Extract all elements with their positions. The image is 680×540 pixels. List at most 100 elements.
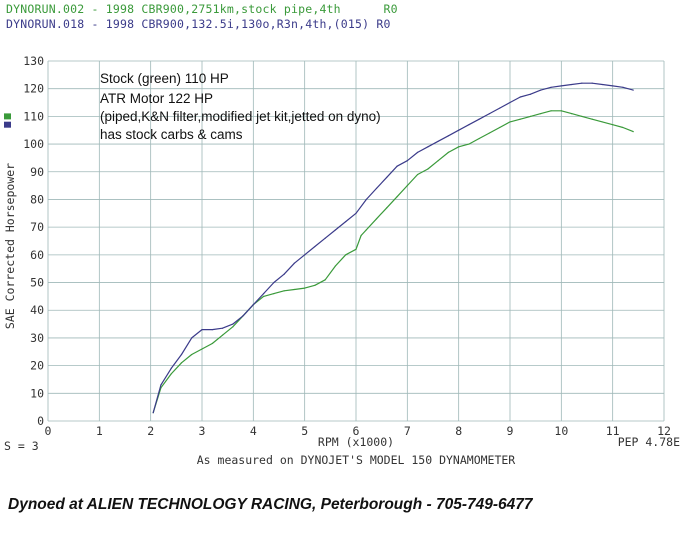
series-0-point-5 (201, 348, 203, 350)
series-0-point-2 (170, 373, 172, 375)
series-1-point-20 (355, 212, 357, 214)
series-1-point-39 (550, 86, 552, 88)
series-0-point-40 (550, 110, 552, 112)
y-tick-label-5: 50 (30, 276, 44, 290)
series-0-point-26 (406, 185, 408, 187)
series-0-point-44 (591, 118, 593, 120)
chart-series (152, 82, 634, 414)
series-1-point-5 (201, 329, 203, 331)
series-1-point-9 (242, 315, 244, 317)
series-0-point-24 (386, 207, 388, 209)
footer-credit: Dynoed at ALIEN TECHNOLOGY RACING, Peter… (8, 496, 533, 513)
series-1-point-38 (540, 89, 542, 91)
series-0-point-43 (581, 115, 583, 117)
series-0-point-23 (375, 218, 378, 220)
x-tick-label-5: 5 (301, 424, 308, 438)
y-axis-ticks: 0 10 20 30 40 50 60 70 80 90 100 110 120 130 (23, 54, 44, 428)
dyno-model-label: As measured on DYNOJET'S MODEL 150 DYNAM… (197, 453, 516, 467)
series-1-point-34 (499, 107, 501, 109)
series-0-point-32 (468, 143, 470, 145)
x-tick-label-0: 0 (45, 424, 52, 438)
y-tick-label-10: 100 (23, 137, 44, 151)
x-tick-label-9: 9 (507, 424, 514, 438)
series-0-point-34 (488, 132, 491, 134)
series-0-point-11 (263, 295, 265, 297)
series-0-point-25 (396, 196, 398, 198)
series-1-point-16 (314, 245, 316, 248)
series-1-point-45 (612, 85, 614, 87)
series-1-point-21 (365, 198, 367, 201)
series-0-point-4 (191, 353, 193, 356)
series-1-point-22 (375, 187, 378, 189)
series-0-point-17 (324, 279, 326, 281)
series-1-point-37 (529, 93, 532, 95)
series-0-point-18 (334, 265, 337, 267)
series-1-point-7 (221, 327, 224, 329)
series-1-point-31 (468, 124, 470, 126)
y-tick-label-0: 0 (37, 414, 44, 428)
x-tick-label-11: 11 (606, 424, 620, 438)
series-line-1 (152, 82, 634, 413)
run-header-atr: DYNORUN.018 - 1998 CBR900,132.5i,130o,R3… (6, 17, 391, 31)
series-0-point-41 (560, 110, 562, 112)
x-tick-label-4: 4 (250, 424, 257, 438)
smoothing-label: S = 3 (4, 439, 39, 453)
series-0-point-42 (571, 113, 573, 115)
series-1-point-10 (252, 304, 254, 306)
series-1-point-23 (386, 176, 388, 178)
series-0-point-45 (601, 121, 604, 123)
annotation-stock: Stock (green) 110 HP (100, 71, 229, 86)
series-0-point-3 (180, 362, 183, 364)
series-1-point-42 (581, 82, 583, 84)
series-0-point-28 (427, 168, 429, 170)
y-tick-label-8: 80 (30, 192, 44, 206)
series-1-point-18 (334, 229, 337, 231)
x-tick-label-6: 6 (353, 424, 360, 438)
annotation-mods: (piped,K&N filter,modified jet kit,jette… (100, 109, 381, 124)
y-tick-label-11: 110 (23, 109, 44, 123)
series-1-point-27 (427, 146, 429, 148)
series-0-point-12 (273, 293, 275, 295)
series-1-point-46 (622, 86, 624, 88)
x-tick-label-1: 1 (96, 424, 103, 438)
series-1-point-0 (152, 412, 154, 414)
series-1-point-12 (273, 281, 275, 284)
series-1-point-2 (170, 367, 172, 369)
x-tick-label-10: 10 (554, 424, 568, 438)
series-0-point-36 (509, 121, 511, 123)
y-tick-label-9: 90 (30, 165, 44, 179)
series-1-point-13 (283, 273, 285, 275)
series-1-point-4 (191, 337, 193, 339)
series-0-point-39 (540, 113, 542, 115)
series-0-point-33 (478, 137, 480, 140)
x-tick-label-3: 3 (199, 424, 206, 438)
run-header-stock: DYNORUN.002 - 1998 CBR900,2751km,stock p… (6, 2, 398, 16)
series-1-point-40 (560, 85, 562, 87)
series-0-point-14 (293, 288, 295, 291)
series-1-point-41 (571, 83, 573, 86)
series-0-point-35 (499, 126, 501, 129)
series-0-point-19 (345, 254, 347, 256)
series-0-point-31 (458, 146, 460, 148)
y-tick-label-12: 120 (23, 82, 44, 96)
pep-label: PEP 4.78E (618, 435, 680, 449)
y-tick-label-6: 60 (30, 248, 44, 262)
series-1-point-47 (632, 89, 634, 91)
y-tick-label-3: 30 (30, 331, 44, 345)
series-0-point-29 (437, 160, 439, 162)
x-tick-label-8: 8 (455, 424, 462, 438)
series-0-point-48 (632, 131, 634, 133)
series-1-point-25 (406, 160, 408, 162)
legend-marker-1 (4, 121, 11, 128)
y-tick-label-7: 70 (30, 220, 44, 234)
series-1-point-17 (324, 237, 326, 239)
series-1-point-24 (396, 165, 398, 167)
x-tick-label-2: 2 (147, 424, 154, 438)
x-axis-label: RPM (x1000) (318, 435, 394, 449)
series-0-point-7 (221, 334, 224, 336)
series-0-point-47 (622, 126, 624, 129)
annotation-carbs: has stock carbs & cams (100, 127, 243, 142)
series-0-point-8 (232, 326, 234, 328)
series-1-point-14 (293, 262, 295, 264)
